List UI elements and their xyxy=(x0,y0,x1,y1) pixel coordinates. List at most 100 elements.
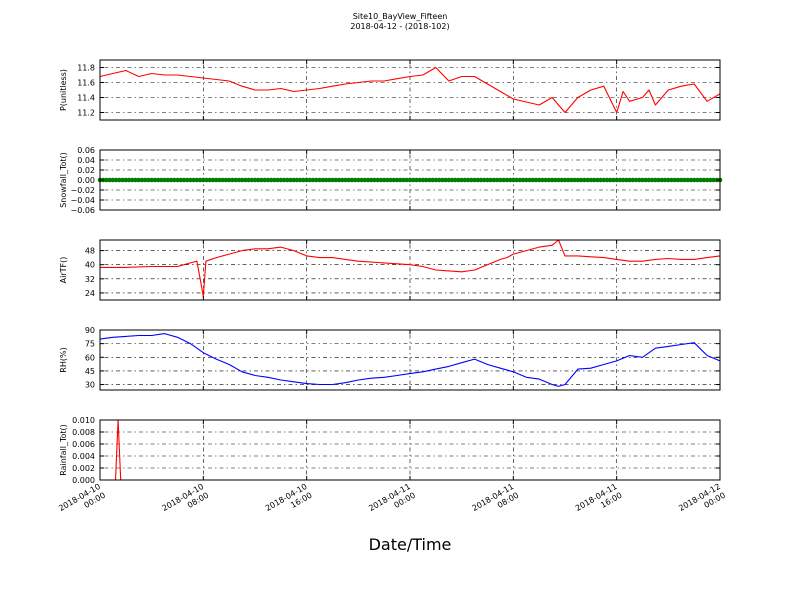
data-point xyxy=(142,177,148,183)
data-point xyxy=(591,177,597,183)
data-point xyxy=(201,177,206,183)
y-tick-label: 30 xyxy=(85,381,95,390)
y-tick-label: 32 xyxy=(85,275,95,284)
y-tick-label: 0.02 xyxy=(77,166,95,175)
data-point xyxy=(565,177,571,183)
data-point xyxy=(317,177,322,183)
data-point xyxy=(643,177,649,183)
y-tick-label: 0.008 xyxy=(72,428,95,437)
data-point xyxy=(281,177,287,183)
y-tick-label: 0.002 xyxy=(72,464,95,473)
data-point xyxy=(711,177,716,183)
data-point xyxy=(598,177,603,183)
data-point xyxy=(356,177,361,183)
data-point xyxy=(520,177,526,183)
data-point xyxy=(136,177,142,183)
data-point xyxy=(530,177,536,183)
y-tick-label: 0.06 xyxy=(77,146,95,155)
series-line xyxy=(99,333,721,387)
data-point xyxy=(246,177,251,183)
data-point xyxy=(139,177,145,183)
data-point xyxy=(197,177,203,183)
data-point xyxy=(265,177,271,183)
data-point xyxy=(698,177,703,183)
data-point xyxy=(446,177,452,183)
data-point xyxy=(672,177,678,183)
data-point xyxy=(291,177,297,183)
y-tick-label: −0.04 xyxy=(70,196,95,205)
data-point xyxy=(543,177,548,183)
data-point xyxy=(330,177,335,183)
data-point xyxy=(294,177,300,183)
data-point xyxy=(507,177,513,183)
data-point xyxy=(540,177,545,183)
data-point xyxy=(417,177,422,183)
data-point xyxy=(627,177,632,183)
data-point xyxy=(536,177,542,183)
x-tick-label: 2018-04-1116:00 xyxy=(574,482,624,522)
data-point xyxy=(475,177,481,183)
y-axis-label: Rainfall_Tot() xyxy=(59,424,68,476)
data-point xyxy=(675,177,681,183)
data-point xyxy=(378,177,384,183)
y-tick-label: −0.02 xyxy=(70,186,95,195)
panels: 11.2 11.4 11.6 11.8 P(unitless) −0.06−0.04−0.… xyxy=(59,59,723,485)
data-point xyxy=(168,177,174,183)
y-tick-label: 0.010 xyxy=(72,416,95,425)
data-point xyxy=(284,177,290,183)
data-point xyxy=(691,177,697,183)
data-point xyxy=(575,177,581,183)
data-point xyxy=(336,177,342,183)
data-point xyxy=(646,177,652,183)
panel-4: 30 45 60 75 90 RH(%) xyxy=(59,326,721,391)
data-point xyxy=(381,177,387,183)
data-point xyxy=(181,177,187,183)
data-point xyxy=(152,177,158,183)
data-point xyxy=(533,177,539,183)
data-point xyxy=(304,177,309,183)
y-tick-label: 45 xyxy=(85,367,95,376)
data-point xyxy=(401,177,406,183)
data-point xyxy=(146,177,151,183)
y-axis-label: RH(%) xyxy=(59,347,68,372)
y-tick-label: 60 xyxy=(85,353,95,362)
data-point xyxy=(594,177,600,183)
y-tick-label: 0.00 xyxy=(77,176,95,185)
snowfall-points xyxy=(97,177,723,183)
data-point xyxy=(614,177,619,183)
data-point xyxy=(149,177,154,183)
data-point xyxy=(104,177,109,183)
y-tick-label: 40 xyxy=(85,261,95,270)
data-point xyxy=(511,177,516,183)
y-tick-label: 11.6 xyxy=(77,79,95,88)
data-point xyxy=(662,177,668,183)
data-point xyxy=(155,177,161,183)
data-point xyxy=(666,177,671,183)
data-point xyxy=(326,177,332,183)
data-point xyxy=(288,177,293,183)
data-point xyxy=(452,177,458,183)
data-point xyxy=(323,177,329,183)
data-point xyxy=(708,177,713,183)
y-tick-label: 11.4 xyxy=(77,94,95,103)
data-point xyxy=(478,177,484,183)
y-tick-label: 0.004 xyxy=(72,452,95,461)
data-point xyxy=(394,177,400,183)
data-point xyxy=(278,177,284,183)
data-point xyxy=(362,177,368,183)
data-point xyxy=(433,177,439,183)
data-point xyxy=(217,177,222,183)
data-point xyxy=(233,177,238,183)
data-point xyxy=(682,177,687,183)
data-point xyxy=(252,177,258,183)
data-point xyxy=(133,177,138,183)
data-point xyxy=(120,177,125,183)
data-point xyxy=(695,177,700,183)
data-point xyxy=(391,177,397,183)
data-point xyxy=(449,177,455,183)
data-point xyxy=(123,177,129,183)
data-point xyxy=(653,177,658,183)
data-point xyxy=(194,177,200,183)
data-point xyxy=(333,177,339,183)
